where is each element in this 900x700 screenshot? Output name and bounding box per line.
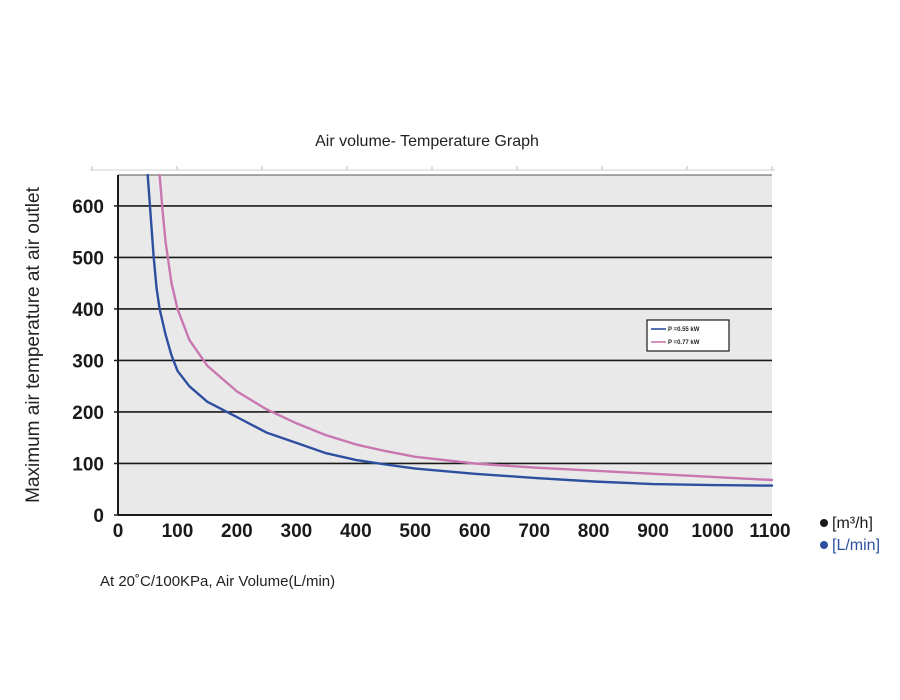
unit-dot: [820, 541, 828, 549]
x-tick-label: 300: [281, 521, 313, 542]
series-line-1: [146, 173, 774, 487]
legend: P =0.55 kW P =0.77 kW: [646, 319, 730, 352]
series-line-2: [158, 173, 774, 482]
x-tick-label: 700: [518, 521, 550, 542]
gridlines: [118, 174, 772, 465]
x-tick-labels: 0 100 200 300 400 500 600 700 800 900 1000 1100: [113, 521, 791, 542]
top-tick-marks: [90, 166, 775, 171]
y-tick-label: 100: [72, 454, 104, 475]
x-tick-label: 0: [113, 521, 124, 542]
y-tick-label: 0: [93, 506, 104, 527]
x-tick-label: 1100: [749, 521, 790, 542]
y-tick-label: 400: [72, 300, 104, 321]
x-tick-label: 1000: [691, 521, 733, 542]
y-tick-label: 500: [72, 248, 104, 269]
y-axis-label: Maximum air temperature at air outlet: [23, 186, 44, 502]
y-tick-label: 300: [72, 351, 104, 372]
x-axis-label: At 20˚C/100KPa, Air Volume(L/min): [100, 573, 335, 590]
legend-label: P =0.77 kW: [668, 340, 700, 346]
y-tick-label: 600: [72, 197, 104, 218]
chart-title: Air volume- Temperature Graph: [315, 133, 539, 150]
axes: [117, 175, 772, 516]
unit-label: [m³/h]: [832, 515, 873, 532]
x-tick-label: 400: [340, 521, 372, 542]
x-tick-label: 200: [221, 521, 253, 542]
x-tick-label: 800: [578, 521, 610, 542]
unit-label: [L/min]: [832, 537, 880, 554]
y-tick-label: 200: [72, 403, 104, 424]
x-tick-label: 100: [162, 521, 194, 542]
x-tick-label: 500: [399, 521, 431, 542]
legend-label: P =0.55 kW: [668, 327, 700, 333]
legend-box: [646, 319, 730, 352]
x-tick-label: 900: [637, 521, 669, 542]
y-tick-labels: 0 100 200 300 400 500 600: [72, 197, 118, 527]
unit-dot: [820, 519, 828, 527]
series-lines: [146, 173, 774, 487]
x-tick-label: 600: [459, 521, 491, 542]
unit-legend: [m³/h] [L/min]: [820, 515, 880, 554]
